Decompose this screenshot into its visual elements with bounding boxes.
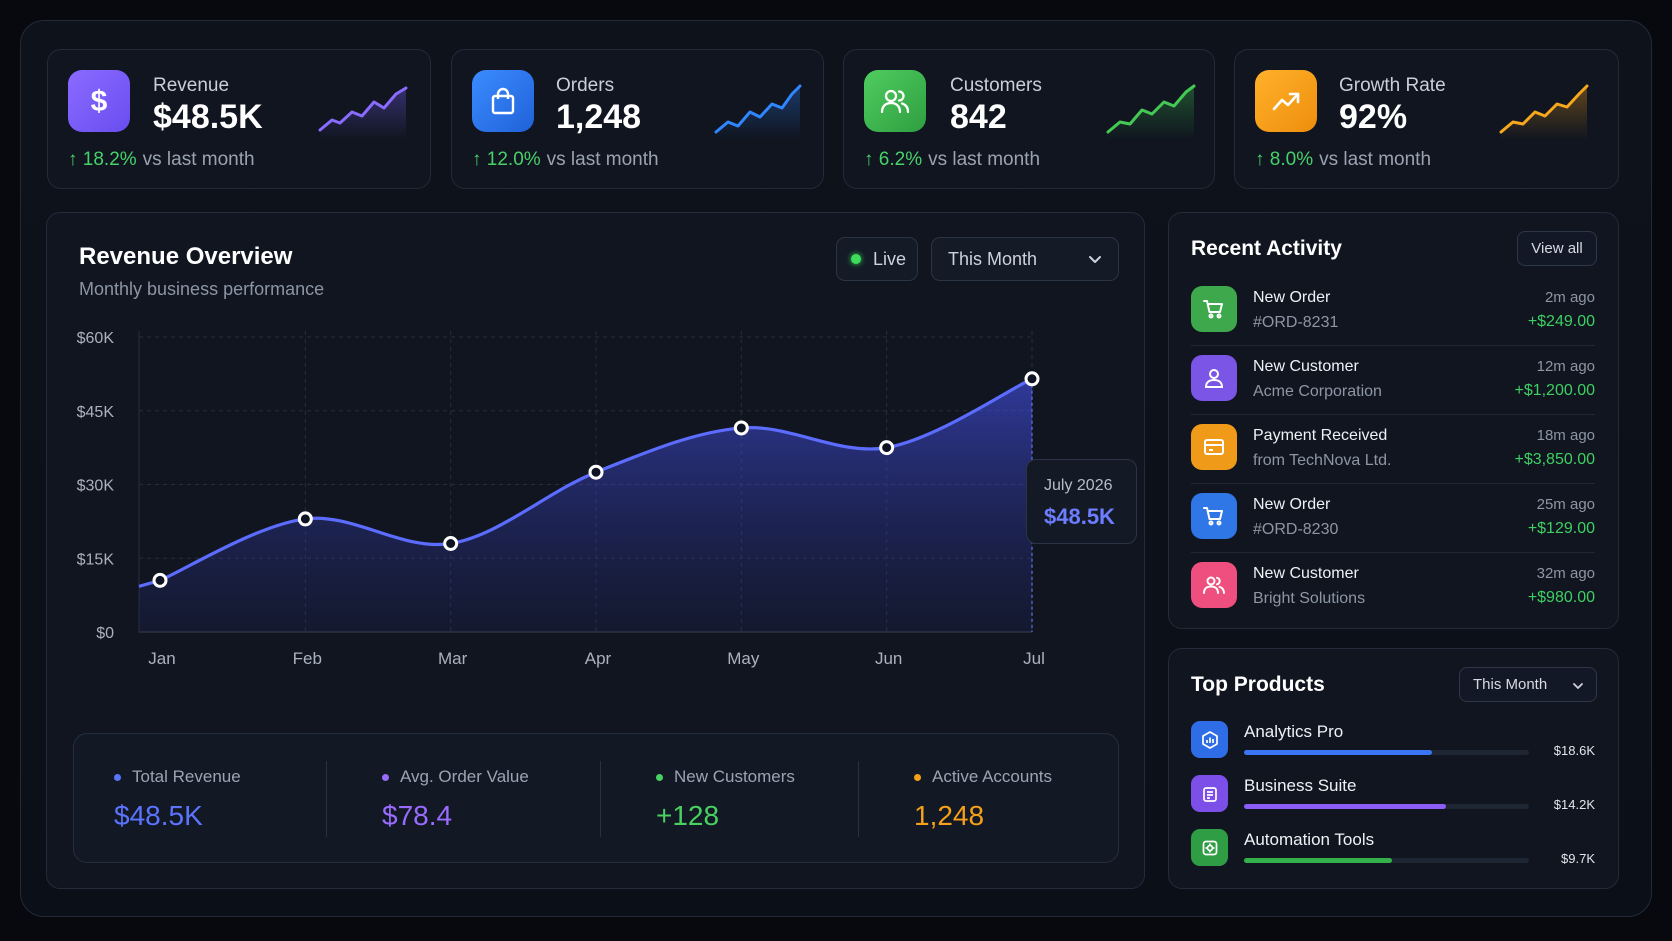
divider — [1191, 414, 1595, 415]
y-tick-label: $60K — [77, 330, 115, 347]
product-item[interactable]: Analytics Pro $18.6K — [1191, 721, 1595, 761]
shopping-bag-icon — [472, 70, 534, 132]
activity-item[interactable]: New Order #ORD-8231 2m ago +$249.00 — [1191, 286, 1595, 354]
y-tick-label: $0 — [96, 625, 114, 642]
progress-track — [1244, 804, 1529, 809]
view-all-button[interactable]: View all — [1517, 231, 1597, 266]
chart-tooltip: July 2026 $48.5K — [1026, 459, 1137, 544]
analytics-icon — [1191, 721, 1228, 758]
x-tick-label: Jan — [148, 649, 175, 668]
panel-title: Revenue Overview — [79, 243, 293, 270]
stat-label: Orders — [556, 75, 615, 96]
cart-icon — [1191, 286, 1237, 332]
chart-area-fill — [139, 378, 1032, 632]
period-select[interactable]: This Month — [931, 237, 1119, 281]
progress-fill — [1244, 804, 1447, 809]
panel-subtitle: Monthly business performance — [79, 279, 325, 299]
dot-icon — [914, 773, 921, 781]
y-tick-label: $30K — [77, 478, 115, 495]
tooltip-value: $48.5K — [1044, 504, 1115, 529]
data-point[interactable] — [1024, 371, 1040, 387]
progress-track — [1244, 858, 1529, 863]
gear-icon — [1191, 829, 1228, 866]
stat-value: 92% — [1339, 98, 1408, 136]
stat-change: ↑ 8.0% vs last month — [1255, 149, 1432, 170]
divider — [326, 761, 327, 837]
divider — [1191, 552, 1595, 553]
revenue-area-chart: $0 $15K $30K $45K $60K Jan Feb Mar Apr May Jun Jul — [77, 330, 1045, 668]
users-icon — [1191, 562, 1237, 608]
stat-card-orders[interactable]: Orders 1,248 ↑ 12.0% vs last month — [451, 49, 824, 189]
dollar-icon: $ — [68, 70, 130, 132]
card-icon — [1191, 424, 1237, 470]
activity-item[interactable]: New Customer Bright Solutions 32m ago +$… — [1191, 562, 1595, 630]
section-title: Top Products — [1191, 673, 1325, 696]
chevron-down-icon — [1573, 683, 1583, 689]
top-products-panel: Top Products This Month Analytics Pro $1… — [1168, 648, 1619, 889]
data-point[interactable] — [733, 420, 749, 436]
stat-label: Growth Rate — [1339, 75, 1446, 96]
x-tick-label: Feb — [293, 649, 322, 668]
summary-strip: Total Revenue $48.5K Avg. Order Value $7… — [73, 733, 1119, 863]
dot-icon — [382, 773, 389, 781]
stat-value: 842 — [950, 98, 1007, 136]
briefcase-icon — [1191, 775, 1228, 812]
stat-change: ↑ 18.2% vs last month — [68, 149, 255, 170]
progress-fill — [1244, 858, 1393, 863]
x-tick-label: Jun — [875, 649, 902, 668]
divider — [600, 761, 601, 837]
x-tick-label: May — [727, 649, 760, 668]
users-icon — [864, 70, 926, 132]
x-tick-label: Mar — [438, 649, 468, 668]
product-item[interactable]: Business Suite $14.2K — [1191, 775, 1595, 815]
divider — [858, 761, 859, 837]
data-point[interactable] — [297, 511, 313, 527]
cart-icon — [1191, 493, 1237, 539]
dot-icon — [114, 773, 121, 781]
recent-activity-panel: Recent Activity View all New Order #ORD-… — [1168, 212, 1619, 629]
trend-up-icon — [1255, 70, 1317, 132]
stat-card-growth-rate[interactable]: Growth Rate 92% ↑ 8.0% vs last month — [1234, 49, 1619, 189]
svg-text:$: $ — [91, 85, 108, 117]
dot-icon — [656, 773, 663, 781]
sparkline-revenue — [318, 86, 408, 140]
stat-value: 1,248 — [556, 98, 642, 136]
stat-change: ↑ 12.0% vs last month — [472, 149, 659, 170]
activity-item[interactable]: New Order #ORD-8230 25m ago +$129.00 — [1191, 493, 1595, 561]
live-badge[interactable]: Live — [836, 237, 918, 281]
sparkline-growth — [1499, 84, 1589, 140]
divider — [1191, 483, 1595, 484]
sparkline-customers — [1106, 84, 1196, 140]
x-tick-label: Apr — [585, 649, 612, 668]
stat-label: Customers — [950, 75, 1042, 96]
data-point[interactable] — [879, 440, 895, 456]
section-title: Recent Activity — [1191, 237, 1342, 260]
divider — [1191, 345, 1595, 346]
user-icon — [1191, 355, 1237, 401]
sparkline-orders — [714, 84, 802, 140]
activity-item[interactable]: New Customer Acme Corporation 12m ago +$… — [1191, 355, 1595, 423]
y-tick-label: $45K — [77, 404, 115, 421]
revenue-overview-panel: Revenue Overview Monthly business perfor… — [46, 212, 1145, 889]
progress-fill — [1244, 750, 1433, 755]
chevron-down-icon — [1089, 256, 1101, 263]
stat-change: ↑ 6.2% vs last month — [864, 149, 1041, 170]
y-tick-label: $15K — [77, 551, 115, 568]
data-point[interactable] — [152, 572, 168, 588]
x-tick-label: Jul — [1023, 649, 1045, 668]
stat-card-revenue[interactable]: $ Revenue $48.5K ↑ 18.2% vs last month — [47, 49, 431, 189]
progress-track — [1244, 750, 1529, 755]
product-item[interactable]: Automation Tools $9.7K — [1191, 829, 1595, 869]
data-point[interactable] — [588, 464, 604, 480]
products-period-select[interactable]: This Month — [1459, 667, 1597, 702]
stat-label: Revenue — [153, 75, 230, 96]
stat-card-customers[interactable]: Customers 842 ↑ 6.2% vs last month — [843, 49, 1215, 189]
tooltip-date: July 2026 — [1044, 477, 1113, 494]
stat-value: $48.5K — [153, 98, 263, 136]
data-point[interactable] — [443, 536, 459, 551]
activity-item[interactable]: Payment Received from TechNova Ltd. 18m … — [1191, 424, 1595, 492]
live-dot-icon — [851, 254, 861, 264]
